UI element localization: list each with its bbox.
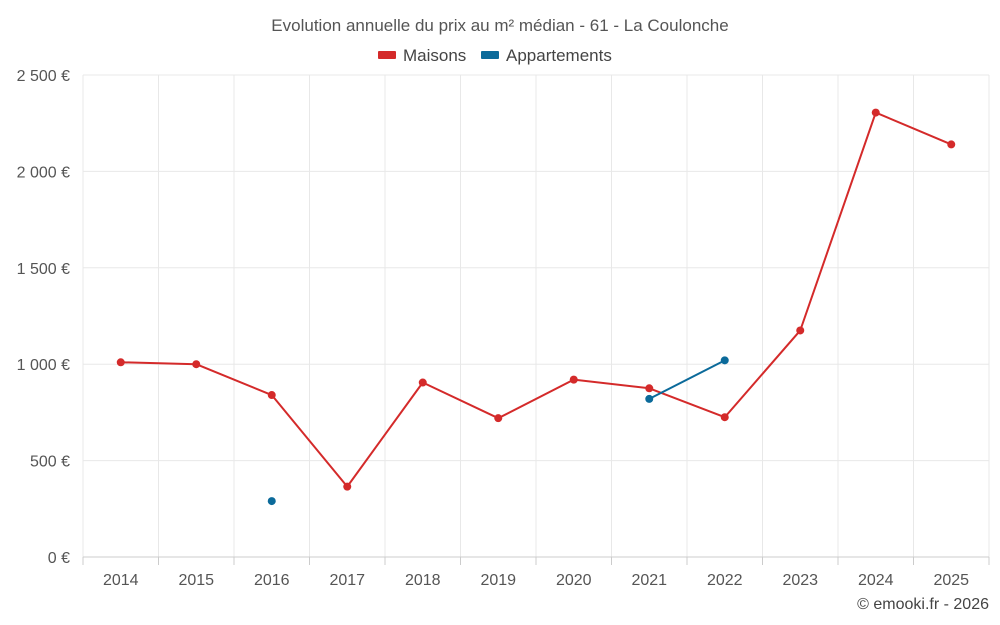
x-axis: 2014 2015 2016 2017 2018 2019 2020 2021 2022 2023… bbox=[82, 556, 990, 589]
x-tick-label: 2020 bbox=[556, 572, 592, 589]
data-point-maisons-2017[interactable] bbox=[343, 482, 352, 491]
x-tick-label: 2019 bbox=[480, 572, 516, 589]
data-point-appartements-2022[interactable] bbox=[720, 356, 729, 365]
x-tick-label: 2023 bbox=[782, 572, 818, 589]
series-line-appartements bbox=[648, 359, 726, 400]
data-point-maisons-2022[interactable] bbox=[720, 413, 729, 422]
y-tick-label: 2 000 € bbox=[17, 164, 70, 181]
y-tick-label: 1 500 € bbox=[17, 261, 70, 278]
y-tick-label: 1 000 € bbox=[17, 357, 70, 374]
y-tick-label: 500 € bbox=[30, 454, 70, 471]
credit-text: © emooki.fr - 2026 bbox=[857, 596, 989, 613]
data-point-maisons-2021[interactable] bbox=[645, 384, 654, 393]
x-tick-label: 2021 bbox=[631, 572, 667, 589]
data-point-maisons-2019[interactable] bbox=[494, 414, 503, 423]
series-line-maisons bbox=[119, 111, 953, 488]
data-point-maisons-2020[interactable] bbox=[569, 375, 578, 384]
data-point-maisons-2015[interactable] bbox=[192, 360, 201, 369]
x-tick-label: 2016 bbox=[254, 572, 290, 589]
legend-swatch-appartements bbox=[481, 51, 499, 59]
legend-item-maisons[interactable]: Maisons bbox=[378, 46, 466, 65]
chart-title: Evolution annuelle du prix au m² médian … bbox=[271, 16, 728, 35]
data-point-appartements-2016[interactable] bbox=[267, 497, 276, 506]
legend-swatch-maisons bbox=[378, 51, 396, 59]
x-tick-label: 2018 bbox=[405, 572, 441, 589]
x-tick-label: 2024 bbox=[858, 572, 894, 589]
y-tick-label: 0 € bbox=[48, 550, 70, 567]
y-axis: 0 € 500 € 1 000 € 1 500 € 2 000 € 2 500 € bbox=[17, 68, 70, 567]
data-point-appartements-2021[interactable] bbox=[645, 394, 654, 403]
legend-label-appartements: Appartements bbox=[506, 46, 612, 65]
series-layer bbox=[116, 108, 956, 506]
x-tick-label: 2015 bbox=[178, 572, 214, 589]
x-tick-label: 2022 bbox=[707, 572, 743, 589]
data-point-maisons-2024[interactable] bbox=[871, 108, 880, 117]
data-point-maisons-2023[interactable] bbox=[796, 326, 805, 335]
x-tick-label: 2014 bbox=[103, 572, 139, 589]
data-point-maisons-2018[interactable] bbox=[418, 378, 427, 387]
series-maisons bbox=[116, 108, 956, 491]
x-tick-label: 2017 bbox=[329, 572, 365, 589]
grid bbox=[82, 74, 990, 557]
data-point-maisons-2014[interactable] bbox=[116, 358, 125, 367]
legend-item-appartements[interactable]: Appartements bbox=[481, 46, 612, 65]
data-point-maisons-2025[interactable] bbox=[947, 140, 956, 149]
data-point-maisons-2016[interactable] bbox=[267, 391, 276, 400]
y-tick-label: 2 500 € bbox=[17, 68, 70, 85]
legend-label-maisons: Maisons bbox=[403, 46, 466, 65]
legend: Maisons Appartements bbox=[378, 46, 612, 65]
x-tick-label: 2025 bbox=[933, 572, 969, 589]
series-appartements bbox=[267, 356, 729, 506]
